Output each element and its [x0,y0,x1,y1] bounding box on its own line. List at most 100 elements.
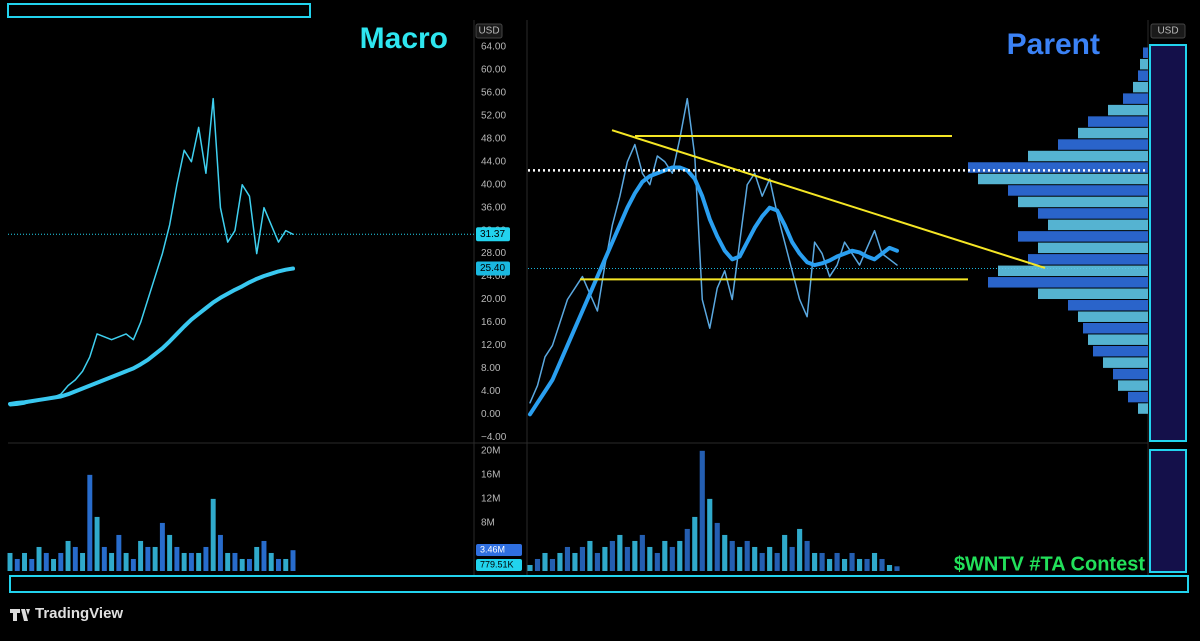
moving-average [8,266,295,406]
volume-bar [819,552,825,571]
volume-bar [72,546,78,571]
volume-bar [101,546,107,571]
y-tick-label: 12.00 [481,340,506,351]
trendline [611,129,1046,269]
volume-bar [886,564,893,571]
y-tick-label: 8.00 [481,363,501,374]
volume-bar [167,534,173,571]
volume-bar [692,516,698,571]
volume-profile-bar [1133,81,1148,93]
price-label: 31.37 [480,229,505,240]
volume-profile-bar [1018,231,1148,242]
volume-bar [677,540,683,571]
volume-profile-bar [1103,357,1148,368]
volume-bar [714,522,720,571]
volume-bar [879,558,885,571]
volume-bar [699,450,705,571]
volume-bar [534,558,541,571]
volume-bar [290,550,296,571]
volume-profile-bar [978,173,1148,185]
volume-bar [871,552,878,571]
volume-bar [617,534,623,571]
volume-bar [58,552,64,571]
y-tick-label: 56.00 [481,88,506,99]
price-label-bg [476,261,510,276]
volume-bar [203,546,209,571]
volume-bar [827,558,833,571]
volume-bar [109,552,115,571]
volume-bar [232,552,238,571]
y2-tick-label: 12M [481,494,500,505]
volume-profile-bar [1093,345,1148,357]
volume-bar [542,552,548,571]
volume-bar [7,552,13,571]
volume-bar [789,546,795,571]
volume-profile-bar [1078,127,1148,139]
volume-profile-bar [1048,219,1148,231]
volume-profile-bar [1143,47,1148,58]
y-tick-label: 24.00 [481,271,506,282]
volume-bar [36,546,42,571]
volume-bar [557,552,563,571]
volume-bar [261,540,267,571]
y-tick-label: 0.00 [481,409,501,420]
footer-box [9,575,1189,593]
branding: TradingView [35,605,123,622]
volume-bar [130,558,136,571]
volume-bar [752,546,758,571]
volume-bar [254,546,260,571]
volume-bar [239,558,245,571]
volume-profile-bar [1038,208,1148,219]
volume-profile-bar [1018,196,1148,208]
volume-profile-bar [1083,322,1148,334]
volume-profile-bar [1138,403,1148,414]
volume-bar [94,516,100,571]
volume-bar [14,558,20,571]
volume-bar [159,522,165,571]
volume-bar [707,498,713,571]
y-tick-label: 28.00 [481,248,506,259]
price-label-bg [476,227,510,242]
volume-profile-bar [1008,185,1148,196]
volume-bar [624,546,630,571]
volume-profile-bar [1138,70,1148,81]
volume-label: 779.51K [480,559,514,569]
volume-bar [572,552,578,571]
volume-bar [759,552,765,571]
volume-bar [268,552,274,571]
volume-profile-bar [1118,380,1148,391]
volume-bar [283,558,289,571]
y-tick-label: 20.00 [481,294,506,305]
axis-cover [1149,449,1187,573]
y-tick-label: 64.00 [481,42,506,53]
volume-bar [662,540,668,571]
volume-profile-bar [998,265,1148,277]
y-tick-label: 16.00 [481,317,506,328]
header-box [7,3,311,18]
volume-profile-bar [1028,150,1148,162]
currency-box [1150,23,1186,39]
volume-bar [527,564,533,571]
volume-bar [225,552,231,571]
volume-bar [864,558,870,571]
volume-bar [549,558,556,571]
volume-bar [729,540,735,571]
volume-bar [647,546,653,571]
volume-bar [842,558,848,571]
volume-bar [834,552,840,571]
y-tick-label: 48.00 [481,133,506,144]
y-tick-label: 60.00 [481,65,506,76]
volume-bar [609,540,615,571]
volume-bar [174,546,180,571]
currency: USD [1157,26,1178,37]
volume-bar [782,534,788,571]
volume-bar [774,552,780,571]
volume-bar [767,546,773,571]
volume-bar [123,552,129,571]
y2-tick-label: 20M [481,445,500,456]
volume-profile-bar [1088,116,1148,127]
volume-bar [196,552,202,571]
volume-bar [849,552,855,571]
y2-tick-label: 8M [481,518,495,529]
